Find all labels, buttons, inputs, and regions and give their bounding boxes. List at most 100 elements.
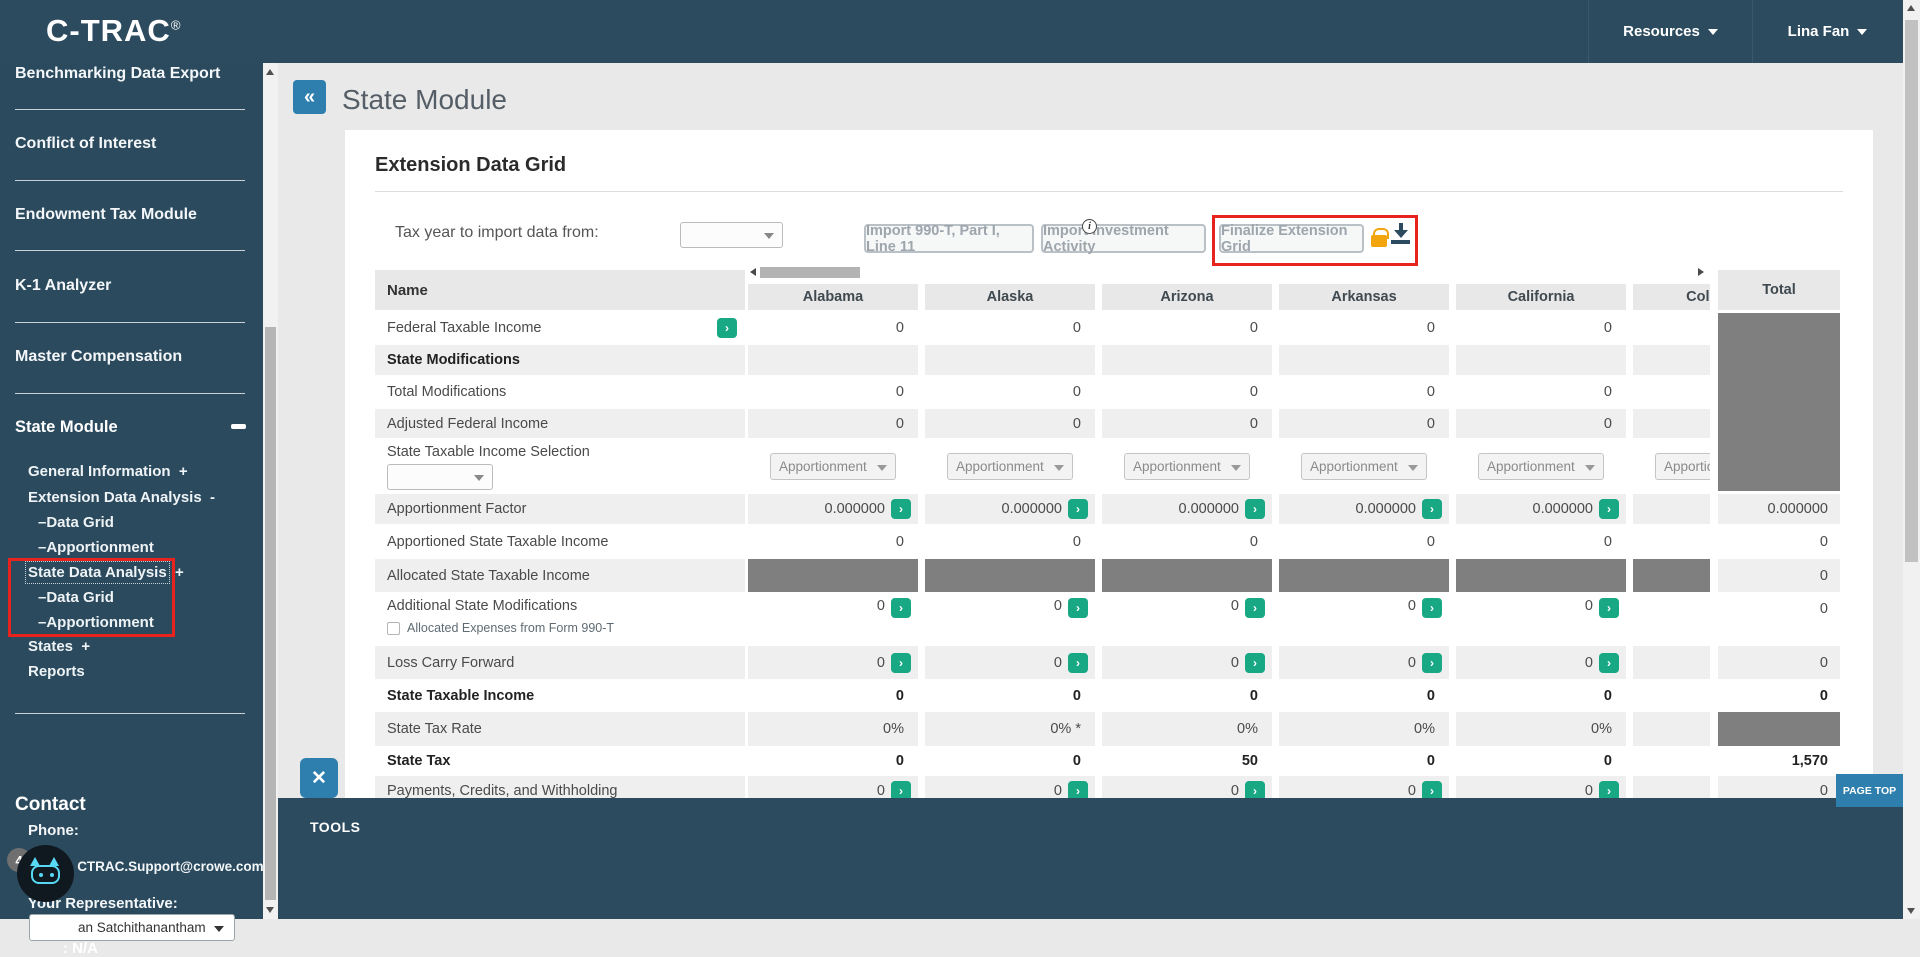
- table-row: [748, 559, 1710, 592]
- cell-expand-button[interactable]: ›: [1599, 598, 1619, 618]
- window-scrollbar[interactable]: [1903, 0, 1920, 919]
- collapse-sidebar-button[interactable]: «: [293, 80, 326, 114]
- apportionment-select[interactable]: Apportionment: [1478, 452, 1604, 480]
- apportionment-select[interactable]: Apportionment: [947, 452, 1073, 480]
- cell-value: 0: [895, 687, 904, 704]
- scroll-down-icon[interactable]: [1907, 908, 1915, 914]
- info-icon[interactable]: i: [1082, 219, 1097, 234]
- apportionment-select[interactable]: Apportionment: [770, 452, 896, 480]
- cell-expand-button[interactable]: ›: [1422, 780, 1442, 801]
- cell-value: 0: [1633, 527, 1710, 556]
- row-name: State Tax: [387, 753, 451, 769]
- sidebar-tree--apportionment[interactable]: –Apportionment: [38, 614, 154, 631]
- cell-expand-button[interactable]: ›: [1068, 652, 1088, 673]
- import-investment-activity-button[interactable]: Import Investment Activity: [1041, 223, 1206, 255]
- sidebar-tree--data-grid[interactable]: –Data Grid: [38, 514, 114, 531]
- chat-widget-avatar[interactable]: [17, 845, 74, 902]
- cell-expand-button[interactable]: ›: [1068, 780, 1088, 801]
- sidebar-item-conflict-of-interest[interactable]: Conflict of Interest: [15, 135, 157, 152]
- cell-expand-button[interactable]: ›: [891, 652, 911, 673]
- sidebar-tree--apportionment[interactable]: –Apportionment: [38, 539, 154, 556]
- cell-expand-button[interactable]: ›: [1245, 499, 1265, 519]
- sidebar-item-master-compensation[interactable]: Master Compensation: [15, 348, 183, 365]
- cell-expand-button[interactable]: ›: [1245, 780, 1265, 801]
- cell-expand-button[interactable]: ›: [1599, 499, 1619, 519]
- sidebar-tree-extension-data-analysis[interactable]: Extension Data Analysis -: [28, 489, 216, 506]
- representative-select[interactable]: an Satchithanantham: [29, 914, 235, 941]
- row-cells: 0.000000 › 0.000000 › 0.000000 › 0.000000 › 0.00…: [748, 494, 1710, 524]
- cell-expand-button[interactable]: ›: [1599, 652, 1619, 673]
- sidebar-tree-general-information[interactable]: General Information +: [28, 463, 188, 480]
- close-tools-button[interactable]: ✕: [300, 758, 338, 798]
- cell-value: 0›: [1102, 595, 1272, 643]
- cell-value: 0: [1102, 409, 1272, 438]
- scroll-up-icon[interactable]: [266, 69, 274, 75]
- cell-value: 0›: [1102, 646, 1272, 679]
- cell-expand-button[interactable]: ›: [1422, 652, 1442, 673]
- finalize-extension-grid-button[interactable]: Finalize Extension Grid: [1219, 223, 1364, 255]
- contact-heading: Contact: [15, 794, 86, 815]
- cell-value: 0: [1072, 319, 1081, 336]
- scroll-down-icon[interactable]: [266, 907, 274, 913]
- cell-expand-button[interactable]: ›: [1068, 598, 1088, 618]
- scroll-left-icon[interactable]: [750, 268, 756, 276]
- cell-value: 0: [1603, 753, 1612, 769]
- cell-expand-button[interactable]: ›: [1245, 652, 1265, 673]
- collapse-minus-icon[interactable]: [231, 424, 246, 429]
- cell-value: 0: [925, 409, 1095, 438]
- total-cell: 1,570: [1791, 753, 1828, 769]
- divider: [15, 713, 245, 714]
- cell-expand-button[interactable]: ›: [1422, 598, 1442, 618]
- row-name: Apportionment Factor: [375, 494, 745, 524]
- table-row: 0 0 0 0 0 0: [748, 378, 1710, 406]
- import-990t-button[interactable]: Import 990-T, Part I, Line 11: [864, 223, 1034, 255]
- sidebar-item-k-1-analyzer[interactable]: K-1 Analyzer: [15, 277, 112, 294]
- representative-phone: : N/A: [63, 940, 98, 957]
- contact-email-address[interactable]: CTRAC.Support@crowe.com: [77, 859, 264, 874]
- sidebar-tree-state-data-analysis[interactable]: State Data Analysis +: [25, 561, 184, 584]
- cell-expand-button[interactable]: ›: [1599, 780, 1619, 801]
- sidebar-scrollbar[interactable]: [263, 63, 278, 919]
- cell-expand-button[interactable]: ›: [1245, 598, 1265, 618]
- apportionment-select[interactable]: Apportionment: [1655, 452, 1710, 480]
- tax-year-select[interactable]: [680, 222, 783, 248]
- resources-menu[interactable]: Resources: [1588, 0, 1752, 63]
- row-name-select[interactable]: [387, 464, 493, 490]
- scroll-up-icon[interactable]: [1907, 5, 1915, 11]
- name-column-header: Name: [375, 270, 745, 310]
- cell-value: 0: [1633, 682, 1710, 709]
- sidebar-tree-reports[interactable]: Reports: [28, 663, 85, 680]
- cell-empty: [1279, 345, 1449, 375]
- cell-expand-button[interactable]: ›: [891, 598, 911, 618]
- scroll-right-icon[interactable]: [1698, 268, 1704, 276]
- cell-select: Apportionment: [925, 441, 1095, 491]
- cell-select: Apportionment: [1102, 441, 1272, 491]
- cell-expand-button[interactable]: ›: [891, 780, 911, 801]
- apportionment-select[interactable]: Apportionment: [1301, 452, 1427, 480]
- page-top-button[interactable]: PAGE TOP: [1836, 774, 1903, 807]
- column-header-colorado: Colorado: [1633, 284, 1710, 310]
- cell-value: 0: [1603, 384, 1612, 400]
- sidebar-tree--data-grid[interactable]: –Data Grid: [38, 589, 114, 606]
- row-name: Additional State Modifications Allocated …: [387, 598, 615, 635]
- grid-horizontal-scrollbar[interactable]: [748, 265, 1710, 281]
- sidebar-scrollbar-thumb[interactable]: [265, 327, 276, 900]
- total-cell: 0: [1819, 533, 1828, 550]
- cell-select: Apportionment: [1456, 441, 1626, 491]
- row-expand-button[interactable]: ›: [717, 317, 737, 338]
- sidebar-item-state-module[interactable]: State Module: [15, 418, 247, 437]
- sidebar-item-endowment-tax-module[interactable]: Endowment Tax Module: [15, 206, 197, 223]
- cell-expand-button[interactable]: ›: [891, 499, 911, 519]
- cell-empty: [1456, 345, 1626, 375]
- sidebar-item-benchmarking-data-export[interactable]: Benchmarking Data Export: [15, 65, 221, 82]
- grid-hscroll-thumb[interactable]: [760, 267, 860, 278]
- user-menu[interactable]: Lina Fan: [1752, 0, 1902, 63]
- download-icon[interactable]: [1391, 223, 1410, 246]
- row-name: Loss Carry Forward: [375, 646, 745, 679]
- cell-expand-button[interactable]: ›: [1068, 499, 1088, 519]
- cell-expand-button[interactable]: ›: [1422, 499, 1442, 519]
- sidebar-tree-states[interactable]: States +: [28, 638, 91, 655]
- window-scrollbar-thumb[interactable]: [1905, 20, 1918, 562]
- apportionment-select[interactable]: Apportionment: [1124, 452, 1250, 480]
- allocated-expenses-checkbox[interactable]: [387, 621, 400, 635]
